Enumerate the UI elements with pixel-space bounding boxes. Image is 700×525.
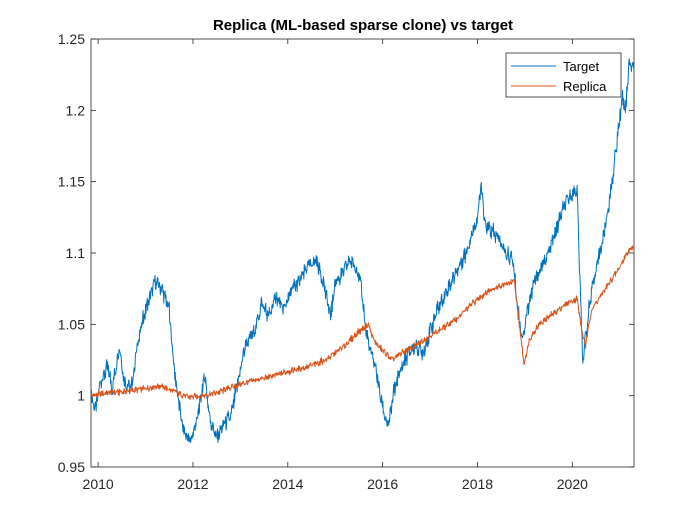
y-tick-label: 1	[77, 388, 85, 404]
x-tick-label: 2010	[83, 476, 114, 492]
legend-label-replica: Replica	[563, 79, 607, 94]
y-tick-label: 1.05	[58, 316, 85, 332]
plot-area: 2010 2012 2014 2016 2018 2020 0.95 1 1.05 1.1 1.15…	[58, 31, 635, 492]
legend-label-target: Target	[563, 59, 600, 74]
series-line-replica	[90, 245, 635, 401]
x-tick-label: 2014	[272, 476, 303, 492]
x-tick-label: 2020	[557, 476, 588, 492]
legend-box	[505, 52, 622, 98]
series-line-target	[90, 58, 635, 443]
y-tick-label: 1.1	[66, 245, 86, 261]
x-tick-label: 2016	[367, 476, 398, 492]
y-tick-label: 1.15	[58, 174, 85, 190]
x-tick-label: 2012	[177, 476, 208, 492]
axes-box	[90, 38, 635, 468]
series-layer	[90, 58, 635, 443]
y-tick-label: 0.95	[58, 459, 85, 475]
y-tick-label: 1.2	[66, 102, 86, 118]
axis-tick-labels: 2010 2012 2014 2016 2018 2020 0.95 1 1.05 1.1 1.15…	[58, 31, 588, 492]
legend: Target Replica	[505, 52, 622, 98]
y-tick-label: 1.25	[58, 31, 85, 47]
x-tick-label: 2018	[462, 476, 493, 492]
chart-title: Replica (ML-based sparse clone) vs targe…	[213, 17, 513, 34]
